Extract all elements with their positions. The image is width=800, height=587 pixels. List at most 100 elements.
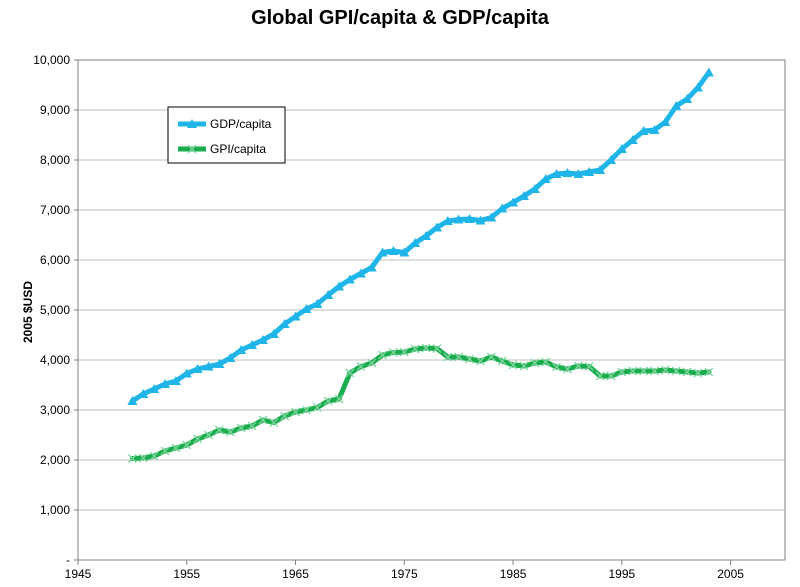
- x-marker: [508, 360, 518, 370]
- x-marker: [171, 443, 181, 453]
- legend-box: [167, 106, 286, 164]
- y-tick-label: -: [66, 553, 70, 567]
- triangle-marker: [388, 246, 399, 255]
- x-tick-label: 1955: [173, 567, 200, 581]
- triangle-marker: [214, 359, 225, 368]
- triangle-marker: [181, 368, 192, 378]
- x-marker: [193, 434, 203, 444]
- x-marker: [443, 352, 453, 362]
- triangle-marker: [627, 135, 638, 144]
- x-marker: [704, 367, 714, 377]
- x-marker: [258, 415, 268, 425]
- y-tick-label: 10,000: [33, 53, 70, 67]
- x-marker: [410, 344, 420, 354]
- triangle-marker: [595, 165, 606, 174]
- triangle-marker: [127, 396, 138, 405]
- x-marker: [486, 352, 496, 362]
- triangle-marker: [366, 262, 377, 272]
- x-marker: [475, 356, 485, 366]
- x-marker: [182, 440, 192, 450]
- triangle-marker: [660, 117, 671, 126]
- chart-title: Global GPI/capita & GDP/capita: [251, 7, 550, 29]
- triangle-marker: [268, 329, 279, 338]
- x-marker: [378, 350, 388, 360]
- series-line: [129, 345, 712, 461]
- x-marker: [606, 371, 616, 381]
- x-marker: [573, 361, 583, 371]
- triangle-marker: [203, 361, 214, 371]
- x-marker: [595, 371, 605, 381]
- x-marker: [530, 358, 540, 368]
- triangle-marker: [682, 94, 693, 103]
- axes: - 1,000 2,000 3,000 4,000 5,000 6,000 7,000 8,00…: [33, 53, 786, 581]
- triangle-marker: [160, 379, 171, 388]
- x-marker: [497, 356, 507, 366]
- x-tick-label: 2005: [717, 567, 744, 581]
- y-tick-label: 3,000: [40, 403, 70, 417]
- triangle-marker: [562, 168, 573, 177]
- triangle-marker: [410, 238, 421, 247]
- x-tick-label: 1995: [608, 567, 635, 581]
- x-marker: [693, 368, 703, 378]
- triangle-marker: [508, 197, 519, 207]
- triangle-marker: [225, 353, 236, 362]
- triangle-marker: [149, 384, 160, 393]
- x-tick-label: 1975: [391, 567, 418, 581]
- legend-label: GDP/capita: [210, 117, 272, 131]
- triangle-marker: [475, 215, 486, 225]
- x-marker: [671, 366, 681, 376]
- x-marker: [280, 411, 290, 421]
- legend: GDP/capita GPI/capita: [167, 106, 286, 164]
- x-marker: [138, 453, 148, 463]
- x-marker: [334, 394, 344, 404]
- triangle-marker: [584, 167, 595, 176]
- x-marker: [301, 405, 311, 415]
- x-marker: [367, 358, 377, 368]
- triangle-marker: [344, 274, 355, 284]
- triangle-marker: [616, 144, 627, 153]
- triangle-marker: [551, 169, 562, 178]
- triangle-marker: [236, 345, 247, 354]
- x-marker: [421, 343, 431, 353]
- x-marker: [628, 366, 638, 376]
- x-marker: [660, 365, 670, 375]
- x-marker: [149, 451, 159, 461]
- x-marker: [269, 418, 279, 427]
- triangle-marker: [442, 216, 453, 225]
- x-marker: [519, 361, 529, 371]
- plot-area-border: [77, 59, 786, 561]
- x-marker: [127, 454, 137, 463]
- series-gdp-capita: [127, 67, 714, 405]
- series-lines: [127, 67, 714, 463]
- triangle-marker: [486, 212, 497, 222]
- legend-label: GPI/capita: [210, 142, 266, 156]
- triangle-marker: [399, 247, 410, 257]
- x-marker: [541, 357, 551, 367]
- y-axis-label: 2005 $USD: [21, 281, 35, 343]
- x-marker: [160, 446, 170, 456]
- triangle-marker: [323, 290, 334, 299]
- triangle-marker: [257, 335, 268, 344]
- y-tick-label: 8,000: [40, 153, 70, 167]
- triangle-marker: [649, 125, 660, 134]
- x-marker: [214, 425, 224, 435]
- y-tick-label: 7,000: [40, 203, 70, 217]
- x-marker: [356, 362, 366, 371]
- triangle-marker: [334, 281, 345, 291]
- x-marker: [454, 352, 464, 362]
- triangle-marker: [431, 222, 442, 232]
- x-marker: [639, 366, 649, 376]
- legend-item: GDP/capita: [178, 117, 272, 131]
- triangle-marker: [279, 319, 290, 328]
- triangle-marker: [247, 340, 258, 349]
- x-marker: [584, 362, 594, 371]
- triangle-marker: [671, 101, 682, 110]
- triangle-marker: [187, 119, 197, 128]
- triangle-marker: [573, 169, 584, 178]
- x-marker: [650, 366, 659, 376]
- x-marker: [432, 344, 442, 353]
- x-marker: [312, 403, 322, 412]
- triangle-marker: [692, 82, 703, 92]
- y-tick-label: 1,000: [40, 503, 70, 517]
